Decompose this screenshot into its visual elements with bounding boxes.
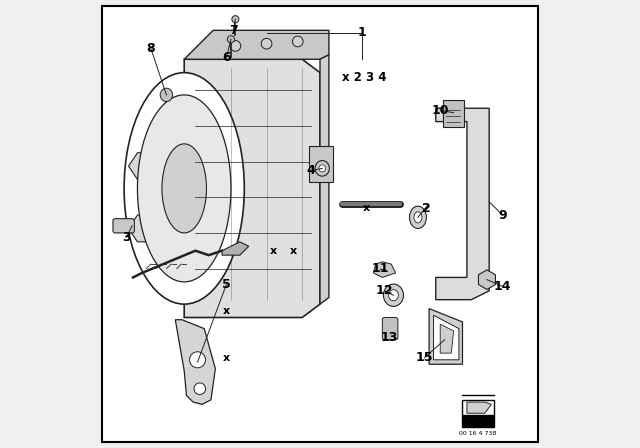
Text: 7: 7 <box>229 24 237 37</box>
Text: 10: 10 <box>431 104 449 117</box>
Circle shape <box>232 16 239 23</box>
Text: 15: 15 <box>416 351 433 364</box>
Text: x: x <box>363 203 371 213</box>
Polygon shape <box>129 153 164 180</box>
FancyBboxPatch shape <box>463 415 493 426</box>
Text: 11: 11 <box>371 262 389 275</box>
Ellipse shape <box>160 88 173 102</box>
FancyBboxPatch shape <box>309 146 333 182</box>
FancyBboxPatch shape <box>382 318 398 340</box>
FancyBboxPatch shape <box>102 6 538 442</box>
Polygon shape <box>433 315 459 360</box>
Ellipse shape <box>414 212 422 223</box>
FancyBboxPatch shape <box>444 100 464 127</box>
Text: x: x <box>223 353 230 362</box>
Text: x: x <box>223 306 230 316</box>
Text: 3: 3 <box>122 231 131 244</box>
Circle shape <box>189 352 205 368</box>
Text: x: x <box>290 246 297 256</box>
FancyBboxPatch shape <box>113 219 134 233</box>
Text: 12: 12 <box>376 284 394 297</box>
Circle shape <box>194 383 205 395</box>
Polygon shape <box>175 320 216 404</box>
Text: 5: 5 <box>222 278 231 291</box>
Text: 8: 8 <box>147 42 155 55</box>
Ellipse shape <box>138 95 231 282</box>
Text: x: x <box>269 246 277 256</box>
Text: x 2 3 4: x 2 3 4 <box>342 71 387 84</box>
Text: 4: 4 <box>307 164 316 177</box>
Text: 9: 9 <box>498 209 507 222</box>
Text: 1: 1 <box>358 26 367 39</box>
Text: 2: 2 <box>422 202 431 215</box>
Circle shape <box>292 36 303 47</box>
Circle shape <box>230 41 241 51</box>
Polygon shape <box>320 55 329 304</box>
Circle shape <box>261 39 272 49</box>
Polygon shape <box>436 108 489 300</box>
Ellipse shape <box>383 284 403 306</box>
Text: 6: 6 <box>222 51 231 64</box>
Polygon shape <box>467 402 492 413</box>
FancyBboxPatch shape <box>463 400 493 415</box>
Ellipse shape <box>315 160 330 176</box>
Polygon shape <box>184 59 320 318</box>
Text: 13: 13 <box>380 331 397 344</box>
Ellipse shape <box>388 290 398 301</box>
Ellipse shape <box>410 206 426 228</box>
Ellipse shape <box>319 165 326 172</box>
Ellipse shape <box>162 144 207 233</box>
Polygon shape <box>373 262 396 277</box>
Text: 00 16 4 738: 00 16 4 738 <box>460 431 497 436</box>
Circle shape <box>227 36 234 43</box>
Polygon shape <box>129 215 164 242</box>
Text: 14: 14 <box>494 280 511 293</box>
Polygon shape <box>429 309 463 364</box>
Polygon shape <box>222 242 249 255</box>
Polygon shape <box>440 324 454 353</box>
Polygon shape <box>184 30 329 59</box>
Ellipse shape <box>124 73 244 304</box>
